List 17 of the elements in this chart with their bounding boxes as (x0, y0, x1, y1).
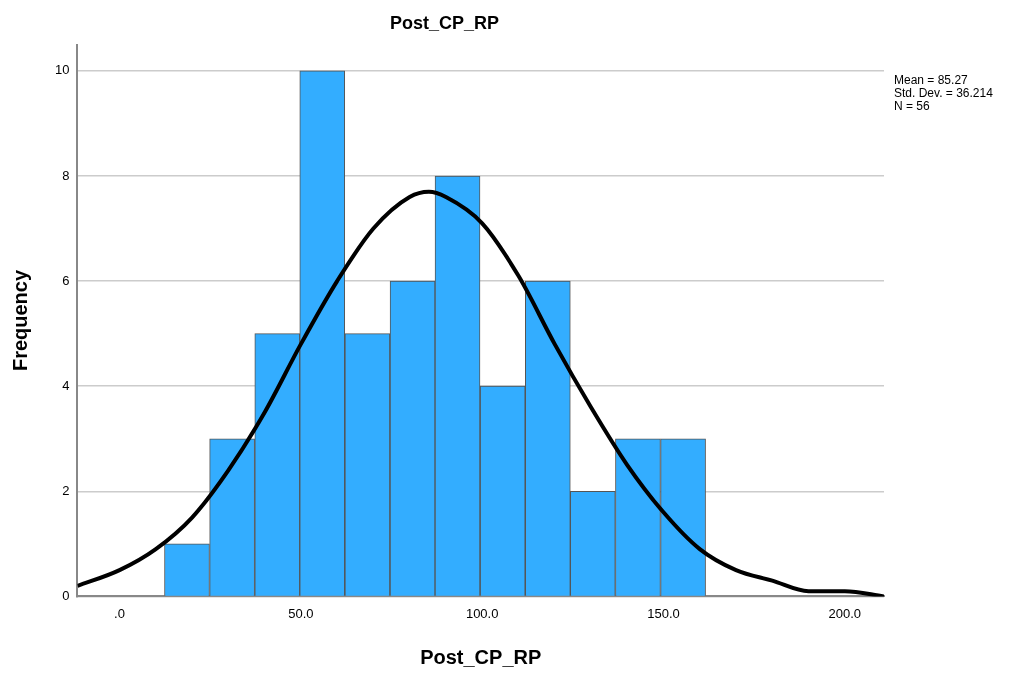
y-tick-label: 6 (62, 272, 70, 288)
text: Std. Dev. = 36.214 (894, 85, 994, 100)
x-tick-label: 50.0 (288, 605, 314, 621)
x-axis-title: Post_CP_RP (420, 645, 542, 668)
chart-title: Post_CP_RP (389, 12, 500, 33)
y-tick-label: 0 (62, 587, 70, 603)
text: Mean = 85.27 (894, 72, 969, 87)
x-tick-label: 150.0 (647, 605, 680, 621)
x-tick-label: 100.0 (465, 605, 499, 621)
y-tick-label: 4 (62, 377, 70, 393)
y-tick-label: 8 (62, 167, 70, 183)
y-tick-label: 2 (62, 482, 70, 498)
y-axis-title: Frequency (8, 269, 31, 372)
y-tick-label: 10 (54, 62, 70, 78)
x-tick-label: .0 (114, 605, 125, 621)
x-tick-label: 200.0 (828, 605, 862, 621)
text: N = 56 (894, 98, 931, 113)
